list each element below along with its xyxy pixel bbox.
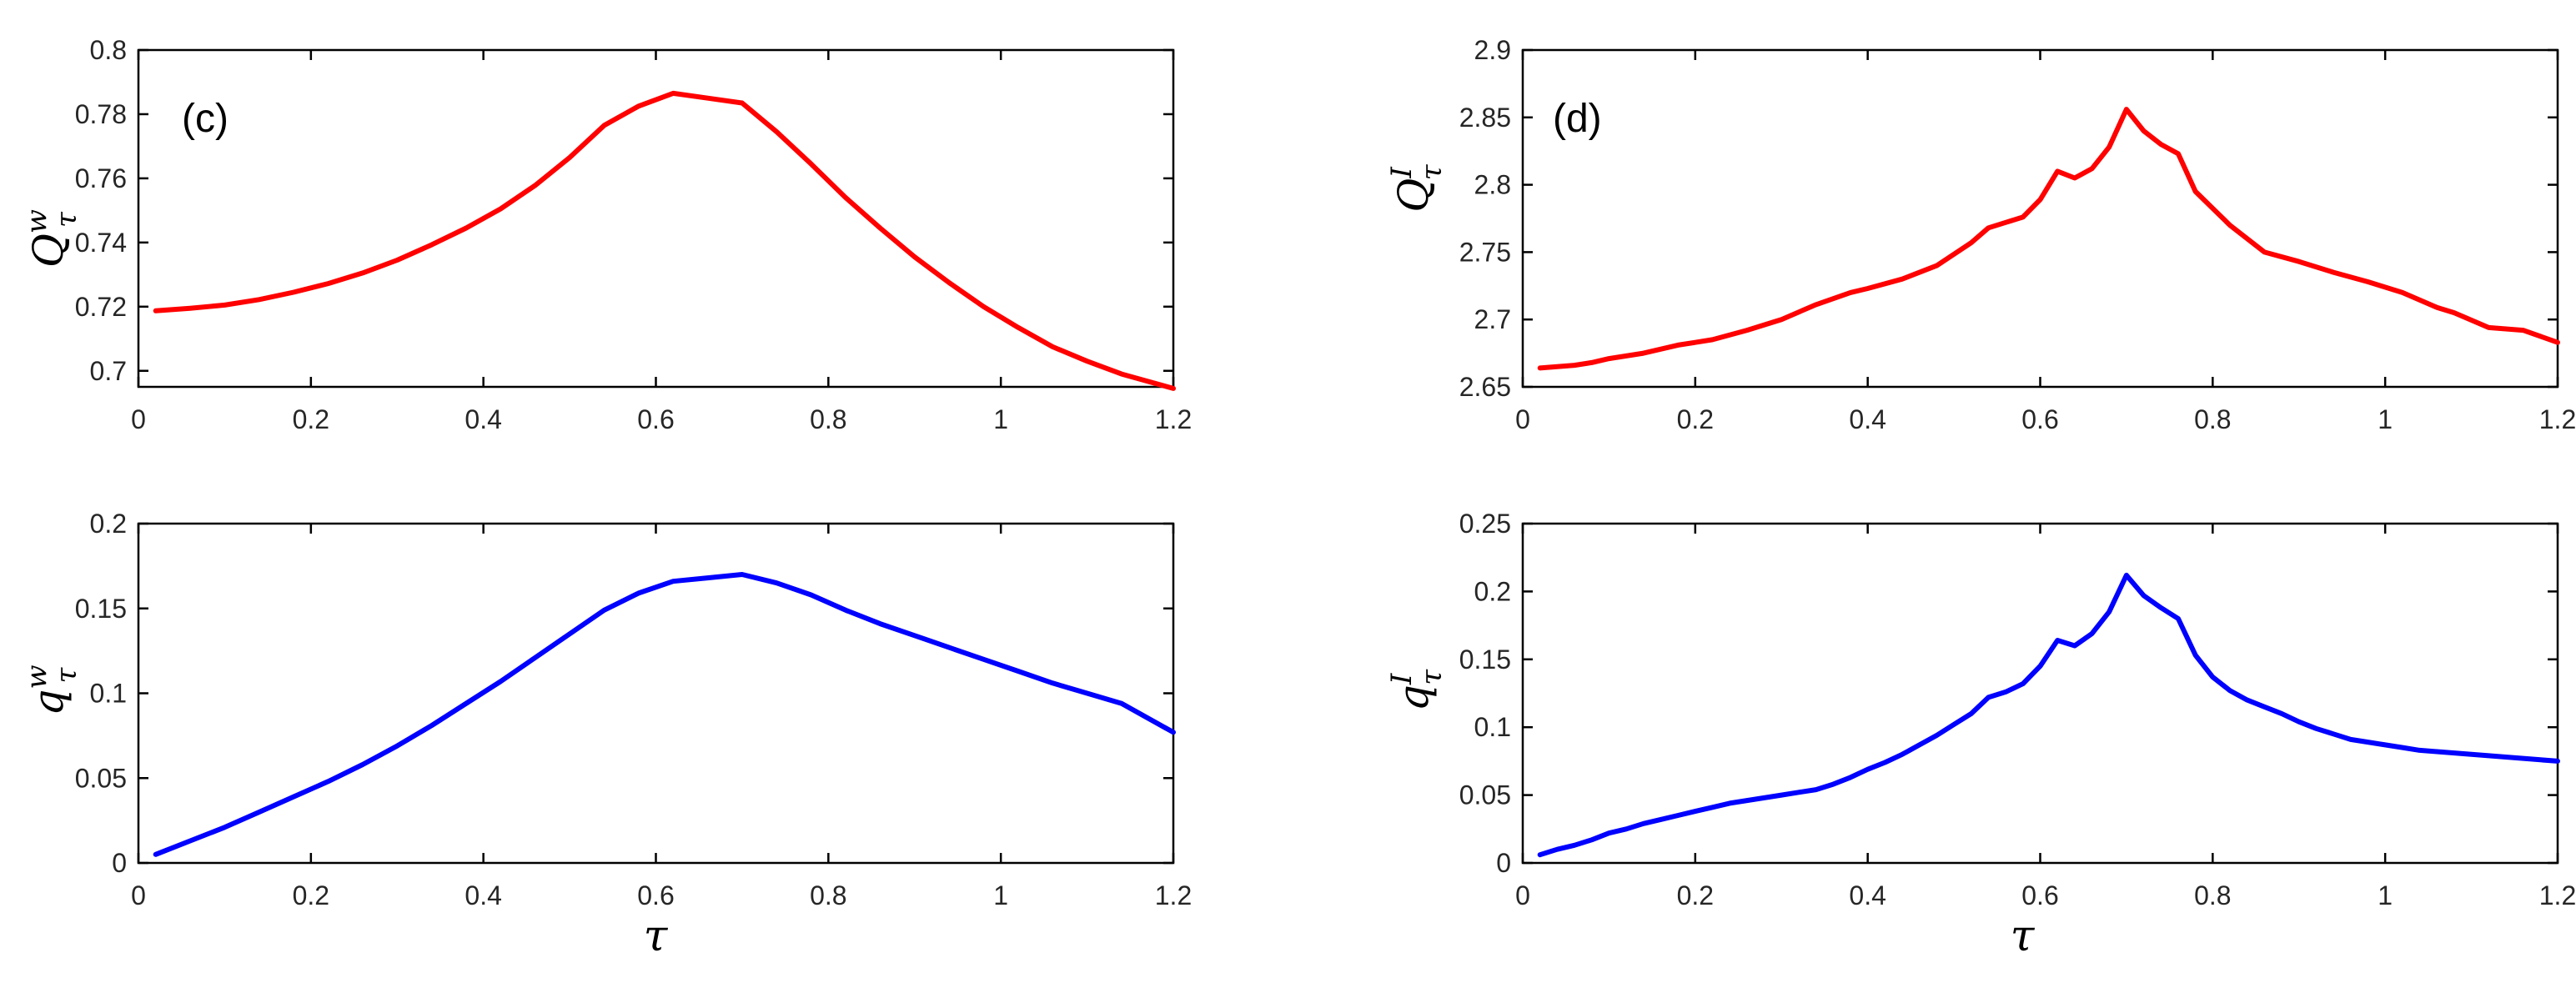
y-axis-label-base: Q bbox=[1389, 178, 1438, 213]
series-line-Q-tau-w bbox=[153, 90, 1176, 391]
series-line-q-tau-w bbox=[153, 572, 1176, 857]
y-axis-label-q-I: qIτ bbox=[1385, 669, 1449, 711]
y-tick-label: 0 bbox=[112, 848, 127, 878]
y-tick-label: 0.05 bbox=[75, 763, 127, 793]
y-tick-label: 0.74 bbox=[75, 228, 127, 258]
y-tick-label: 0.1 bbox=[1474, 712, 1511, 742]
y-tick-label: 0.72 bbox=[75, 292, 127, 322]
x-tick-label: 1.2 bbox=[2539, 880, 2576, 910]
x-tick-label: 0.4 bbox=[464, 880, 501, 910]
y-tick-label: 2.75 bbox=[1459, 237, 1511, 267]
x-tick-label: 0 bbox=[1515, 880, 1530, 910]
x-tick-label: 0.4 bbox=[1849, 880, 1886, 910]
x-tick-label: 0.2 bbox=[293, 404, 329, 434]
panel-label-d: (d) bbox=[1553, 97, 1602, 141]
x-tick-label: 1.2 bbox=[1155, 880, 1192, 910]
y-tick-label: 0.2 bbox=[1474, 576, 1511, 606]
chart-panel-q-w: qwτ τ 0 0.2 0.4 0.6 0.8 1 1.200.050.10.150.2 bbox=[20, 509, 1192, 961]
y-tick-label: 0.1 bbox=[90, 679, 127, 709]
y-axis-label-q-w: qwτ bbox=[20, 665, 83, 715]
x-tick-label: 0.6 bbox=[637, 404, 674, 434]
y-tick-label: 0.05 bbox=[1459, 780, 1511, 810]
x-tick-label: 0.2 bbox=[293, 880, 329, 910]
y-tick-label: 0.78 bbox=[75, 99, 127, 129]
x-tick-label: 0.8 bbox=[810, 880, 846, 910]
x-tick-label: 0 bbox=[1515, 404, 1530, 434]
x-tick-label: 0.6 bbox=[2021, 880, 2058, 910]
x-tick-label: 1.2 bbox=[2539, 404, 2576, 434]
x-tick-label: 0.4 bbox=[464, 404, 501, 434]
y-tick-label: 2.85 bbox=[1459, 103, 1511, 133]
x-tick-label: 1 bbox=[2378, 404, 2393, 434]
x-tick-label: 1 bbox=[993, 880, 1008, 910]
y-tick-label: 0.15 bbox=[75, 594, 127, 624]
y-axis-label-sub: τ bbox=[50, 666, 83, 683]
y-axis-label-sub: τ bbox=[1415, 163, 1449, 180]
y-tick-label: 2.8 bbox=[1474, 170, 1511, 200]
x-tick-label: 1.2 bbox=[1155, 404, 1192, 434]
y-axis-label-base: Q bbox=[24, 233, 73, 268]
x-axis-label-tau-left: τ bbox=[644, 911, 669, 961]
panel-label-c: (c) bbox=[182, 97, 228, 141]
y-axis-label-sup: w bbox=[20, 665, 53, 689]
x-tick-label: 0 bbox=[131, 880, 146, 910]
x-tick-label: 0.8 bbox=[2194, 880, 2231, 910]
x-tick-label: 0.4 bbox=[1849, 404, 1886, 434]
y-tick-label: 2.9 bbox=[1474, 35, 1511, 65]
y-tick-label: 0.25 bbox=[1459, 509, 1511, 539]
x-tick-label: 0.8 bbox=[2194, 404, 2231, 434]
x-tick-label: 0.6 bbox=[637, 880, 674, 910]
chart-panel-q-I: qIτ τ 0 0.2 0.4 0.6 0.8 1 1.2 0 0.05 0.1 0.15 0.2 0.… bbox=[1385, 509, 2576, 961]
y-axis-label-sup: I bbox=[1385, 673, 1419, 685]
y-axis-label-Q-I: QIτ bbox=[1385, 163, 1449, 212]
y-axis-label-sup: I bbox=[1385, 167, 1419, 179]
y-tick-label: 2.7 bbox=[1474, 304, 1511, 334]
y-axis-label-base: q bbox=[1389, 685, 1438, 711]
x-tick-label: 1 bbox=[2378, 880, 2393, 910]
y-tick-label: 2.65 bbox=[1459, 372, 1511, 402]
x-tick-label: 0 bbox=[131, 404, 146, 434]
x-tick-label: 0.8 bbox=[810, 404, 846, 434]
chart-panel-c: (c) Qwτ 0 0.2 0.4 0.6 0.8 1 1.2 0.7 0.72 0.74 0.76… bbox=[20, 35, 1192, 434]
y-tick-label: 0.76 bbox=[75, 163, 127, 193]
x-tick-label: 1 bbox=[993, 404, 1008, 434]
y-axis-label-sub: τ bbox=[50, 211, 83, 228]
y-tick-label: 0.8 bbox=[90, 35, 127, 65]
y-axis-label-Q-w: Qwτ bbox=[20, 209, 83, 268]
y-axis-label-base: q bbox=[24, 690, 73, 716]
x-tick-label: 0.2 bbox=[1677, 404, 1714, 434]
y-tick-label: 0.7 bbox=[90, 356, 127, 386]
y-axis-label-sub: τ bbox=[1415, 669, 1449, 685]
x-tick-label: 0.6 bbox=[2021, 404, 2058, 434]
y-tick-label: 0.2 bbox=[90, 509, 127, 539]
x-axis-label-tau-right: τ bbox=[2011, 911, 2036, 961]
y-tick-label: 0.15 bbox=[1459, 644, 1511, 675]
series-line-q-tau-I bbox=[1537, 572, 2560, 858]
series-line-Q-tau-I bbox=[1537, 107, 2560, 371]
y-tick-label: 0 bbox=[1496, 848, 1511, 878]
y-axis-label-sup: w bbox=[20, 209, 53, 233]
chart-panel-d: (d) QIτ 0 0.2 0.4 0.6 0.8 1 1.2 2.65 2.7 2.75 2.8 2… bbox=[1385, 35, 2576, 434]
x-tick-label: 0.2 bbox=[1677, 880, 1714, 910]
